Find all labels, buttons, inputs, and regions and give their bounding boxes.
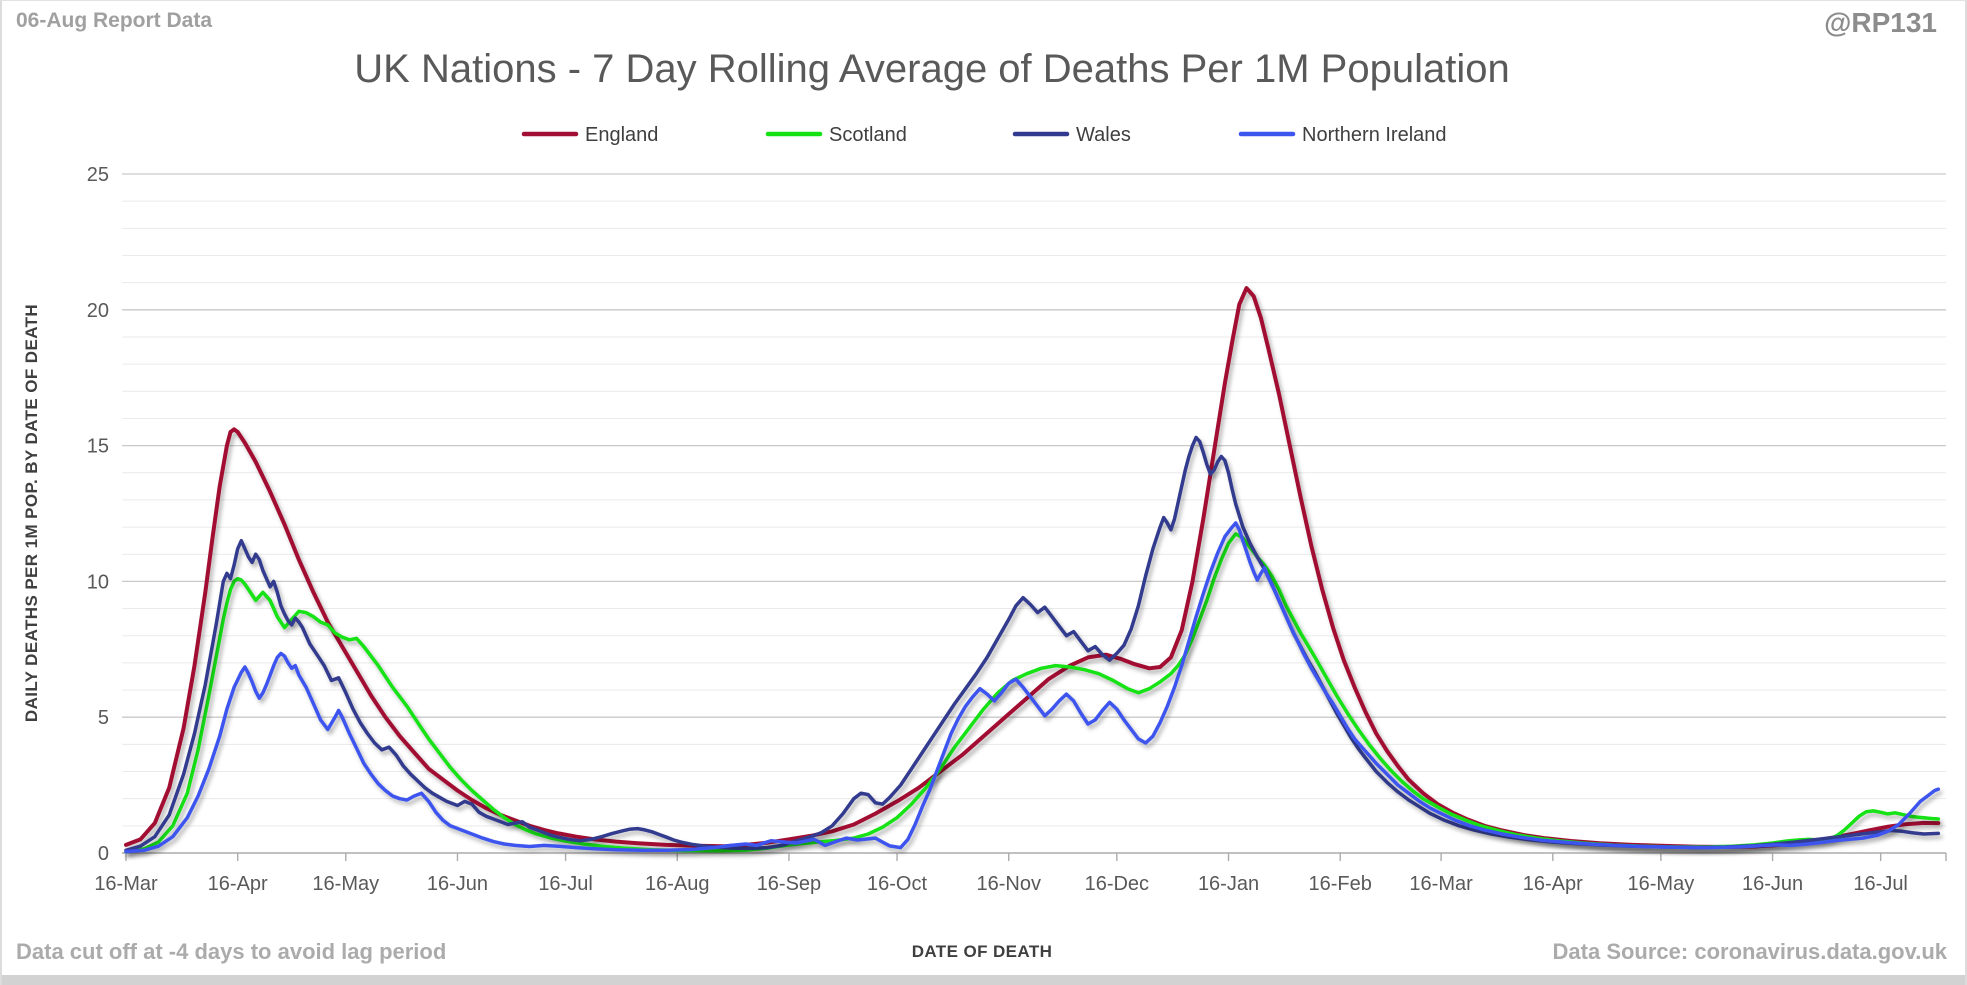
gridlines bbox=[122, 173, 1946, 827]
y-tick-label: 5 bbox=[98, 707, 109, 729]
legend-label: Northern Ireland bbox=[1302, 124, 1447, 146]
x-tick-label: 16-Jul bbox=[538, 873, 592, 895]
y-tick-label: 20 bbox=[87, 300, 109, 322]
author-watermark: @RP131 bbox=[1824, 7, 1937, 38]
x-tick-label: 16-Jan bbox=[1198, 873, 1259, 895]
x-tick-label: 16-Sep bbox=[757, 873, 822, 895]
x-tick-label: 16-Mar bbox=[94, 873, 158, 895]
window-bottom-strip bbox=[2, 975, 1965, 985]
legend-item-scotland: Scotland bbox=[765, 124, 907, 146]
x-tick-label: 16-Feb bbox=[1309, 873, 1372, 895]
y-tick-label: 10 bbox=[87, 571, 109, 593]
data-series bbox=[124, 286, 1941, 854]
axes: 0 5 10 15 20 25 16-Mar 16-Apr 16-May 16-Jun 16-Jul… bbox=[87, 164, 1947, 895]
x-tick-label: 16-Oct bbox=[867, 873, 927, 895]
footnote-data-source: Data Source: coronavirus.data.gov.uk bbox=[1552, 939, 1947, 964]
series-line-northern-ireland bbox=[124, 521, 1941, 854]
y-tick-label: 25 bbox=[87, 164, 109, 186]
x-tick-label: 16-Dec bbox=[1085, 873, 1149, 895]
report-date-label: 06-Aug Report Data bbox=[16, 9, 213, 32]
legend-item-wales: Wales bbox=[1012, 124, 1131, 146]
y-tick-label: 0 bbox=[98, 843, 109, 865]
x-axis-title: DATE OF DEATH bbox=[911, 942, 1053, 961]
x-tick-label: 16-Mar bbox=[1409, 873, 1473, 895]
x-tick-label: 16-Apr bbox=[208, 873, 268, 895]
chart-title: UK Nations - 7 Day Rolling Average of De… bbox=[354, 47, 1510, 91]
x-tick-label: 16-Jun bbox=[427, 873, 488, 895]
x-tick-label: 16-Jun bbox=[1742, 873, 1803, 895]
series-line-wales bbox=[124, 435, 1941, 853]
x-tick-label: 16-May bbox=[312, 873, 379, 895]
legend-label: Scotland bbox=[829, 124, 907, 146]
legend-label: England bbox=[585, 124, 658, 146]
x-tick-label: 16-May bbox=[1628, 873, 1695, 895]
legend-item-england: England bbox=[521, 124, 658, 146]
series-line-england bbox=[124, 286, 1941, 849]
y-axis-title: DAILY DEATHS PER 1M POP. BY DATE OF DEAT… bbox=[22, 303, 41, 723]
legend-item-northern-ireland: Northern Ireland bbox=[1238, 124, 1447, 146]
footnote-cutoff: Data cut off at -4 days to avoid lag per… bbox=[16, 939, 447, 964]
y-tick-label: 15 bbox=[87, 436, 109, 458]
legend-label: Wales bbox=[1076, 124, 1131, 146]
x-tick-label: 16-Aug bbox=[645, 873, 710, 895]
x-tick-label: 16-Nov bbox=[976, 873, 1040, 895]
x-tick-label: 16-Jul bbox=[1853, 873, 1907, 895]
legend: England Scotland Wales Northern Ireland bbox=[521, 124, 1447, 146]
x-tick-label: 16-Apr bbox=[1523, 873, 1583, 895]
